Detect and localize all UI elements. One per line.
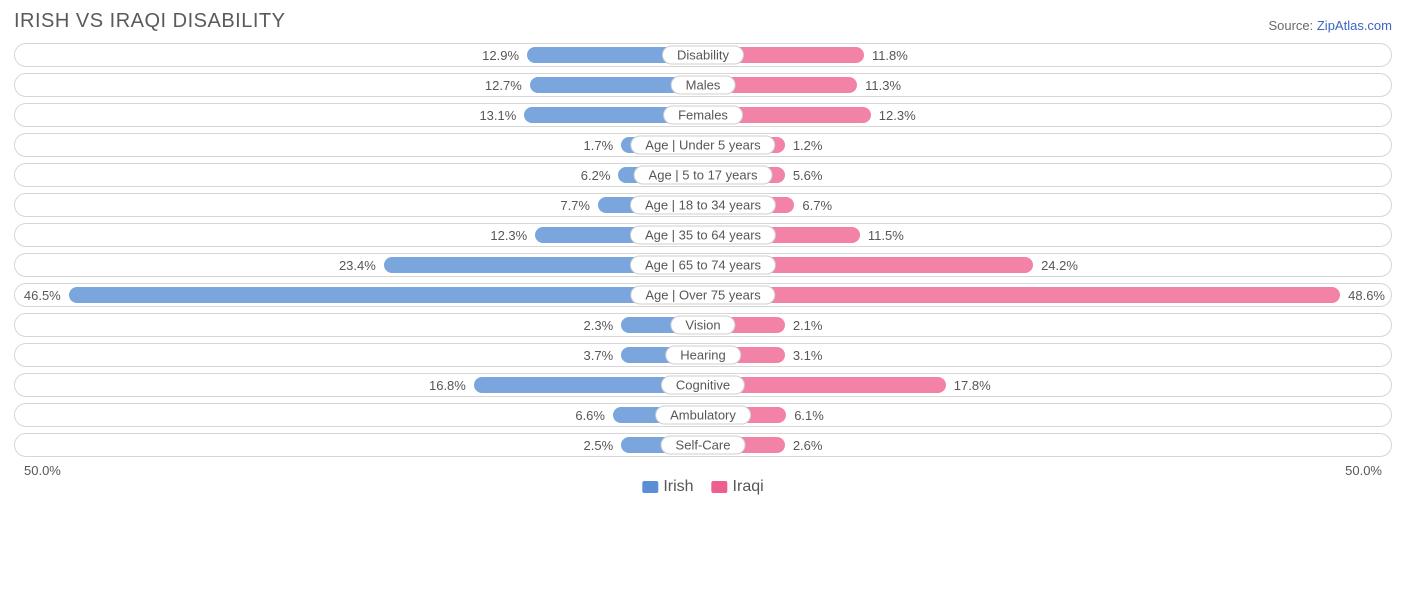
value-label-left: 13.1% xyxy=(479,108,516,123)
legend-item-left: Irish xyxy=(642,478,693,496)
chart-row: 2.5% 2.6% Self-Care xyxy=(14,433,1392,457)
category-pill: Hearing xyxy=(665,346,741,365)
value-label-left: 6.2% xyxy=(581,168,611,183)
value-label-left: 16.8% xyxy=(429,378,466,393)
value-label-right: 11.5% xyxy=(868,228,904,243)
value-label-right: 24.2% xyxy=(1041,258,1078,273)
category-pill: Cognitive xyxy=(661,376,745,395)
chart-row: 1.7% 1.2% Age | Under 5 years xyxy=(14,133,1392,157)
value-label-left: 12.3% xyxy=(490,228,527,243)
category-pill: Males xyxy=(671,76,736,95)
value-label-right: 2.1% xyxy=(793,318,823,333)
value-label-right: 48.6% xyxy=(1348,288,1385,303)
chart-row: 6.2% 5.6% Age | 5 to 17 years xyxy=(14,163,1392,187)
value-label-left: 23.4% xyxy=(339,258,376,273)
value-label-left: 1.7% xyxy=(584,138,614,153)
category-pill: Age | 35 to 64 years xyxy=(630,226,776,245)
value-label-right: 1.2% xyxy=(793,138,823,153)
category-pill: Age | Over 75 years xyxy=(630,286,775,305)
chart-row: 7.7% 6.7% Age | 18 to 34 years xyxy=(14,193,1392,217)
category-pill: Age | Under 5 years xyxy=(630,136,775,155)
value-label-left: 2.5% xyxy=(584,438,614,453)
category-pill: Age | 5 to 17 years xyxy=(634,166,773,185)
chart-row: 46.5% 48.6% Age | Over 75 years xyxy=(14,283,1392,307)
legend-label-right: Iraqi xyxy=(733,478,764,495)
category-pill: Self-Care xyxy=(661,436,746,455)
category-pill: Disability xyxy=(662,46,744,65)
axis-label-left: 50.0% xyxy=(14,463,703,478)
legend: Irish Iraqi xyxy=(642,478,763,496)
value-label-right: 17.8% xyxy=(954,378,991,393)
value-label-left: 2.3% xyxy=(584,318,614,333)
chart-row: 12.3% 11.5% Age | 35 to 64 years xyxy=(14,223,1392,247)
source-link[interactable]: ZipAtlas.com xyxy=(1317,18,1392,33)
chart-row: 12.9% 11.8% Disability xyxy=(14,43,1392,67)
value-label-right: 6.7% xyxy=(802,198,832,213)
diverging-bar-chart: 12.9% 11.8% Disability 12.7% 11.3% Males 13.1%… xyxy=(14,43,1392,457)
category-pill: Females xyxy=(663,106,743,125)
legend-item-right: Iraqi xyxy=(712,478,764,496)
value-label-left: 46.5% xyxy=(24,288,61,303)
chart-row: 13.1% 12.3% Females xyxy=(14,103,1392,127)
chart-header: IRISH VS IRAQI DISABILITY Source: ZipAtl… xyxy=(14,10,1392,33)
chart-title: IRISH VS IRAQI DISABILITY xyxy=(14,10,285,33)
category-pill: Vision xyxy=(670,316,735,335)
chart-source: Source: ZipAtlas.com xyxy=(1268,18,1392,33)
value-label-right: 11.8% xyxy=(872,48,908,63)
bar-left xyxy=(69,287,703,303)
chart-row: 6.6% 6.1% Ambulatory xyxy=(14,403,1392,427)
value-label-left: 3.7% xyxy=(584,348,614,363)
chart-row: 12.7% 11.3% Males xyxy=(14,73,1392,97)
category-pill: Age | 65 to 74 years xyxy=(630,256,776,275)
legend-label-left: Irish xyxy=(663,478,693,495)
legend-swatch-right xyxy=(712,481,728,493)
chart-row: 16.8% 17.8% Cognitive xyxy=(14,373,1392,397)
chart-row: 23.4% 24.2% Age | 65 to 74 years xyxy=(14,253,1392,277)
chart-row: 3.7% 3.1% Hearing xyxy=(14,343,1392,367)
legend-swatch-left xyxy=(642,481,658,493)
value-label-right: 11.3% xyxy=(865,78,901,93)
value-label-right: 6.1% xyxy=(794,408,824,423)
value-label-left: 6.6% xyxy=(575,408,605,423)
axis-label-right: 50.0% xyxy=(703,463,1392,478)
value-label-right: 5.6% xyxy=(793,168,823,183)
bar-right xyxy=(703,287,1340,303)
value-label-left: 12.7% xyxy=(485,78,522,93)
chart-footer: 50.0% 50.0% Irish Iraqi xyxy=(14,463,1392,483)
category-pill: Age | 18 to 34 years xyxy=(630,196,776,215)
value-label-right: 2.6% xyxy=(793,438,823,453)
value-label-left: 7.7% xyxy=(560,198,590,213)
category-pill: Ambulatory xyxy=(655,406,751,425)
value-label-right: 3.1% xyxy=(793,348,823,363)
chart-row: 2.3% 2.1% Vision xyxy=(14,313,1392,337)
source-prefix: Source: xyxy=(1268,18,1316,33)
value-label-right: 12.3% xyxy=(879,108,916,123)
value-label-left: 12.9% xyxy=(482,48,519,63)
